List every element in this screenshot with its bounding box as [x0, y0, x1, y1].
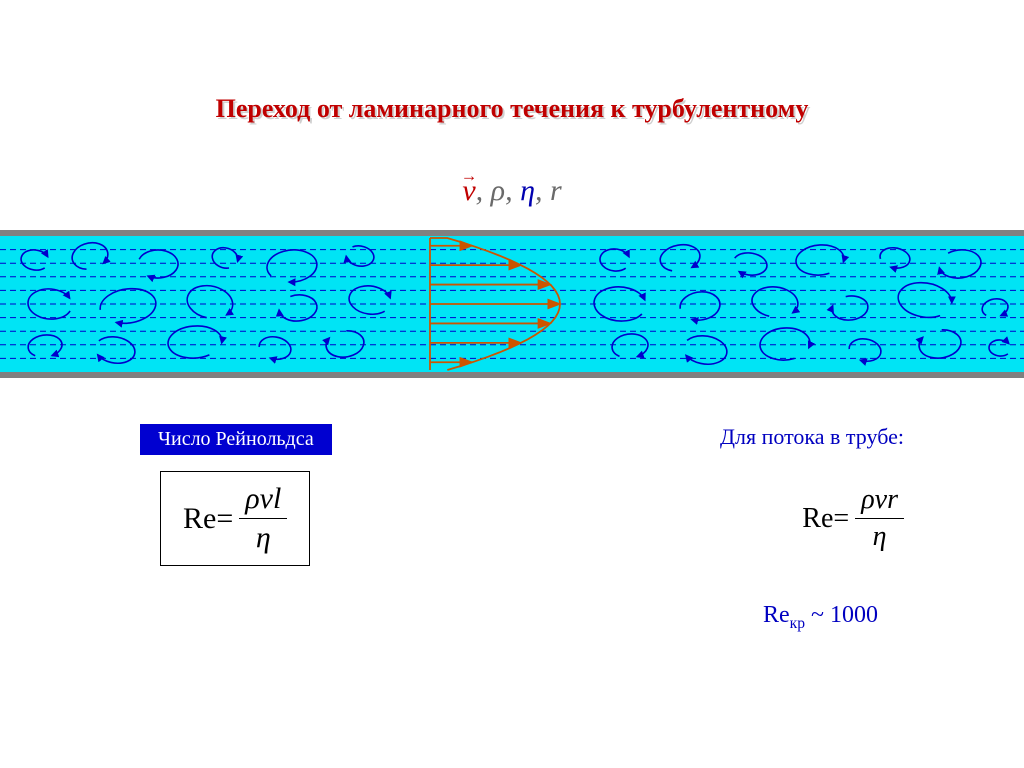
pipe-flow-label: Для потока в трубе: — [720, 424, 904, 455]
variable-list: v → , ρ, η, r — [0, 174, 1024, 208]
formula-fraction: ρvr η — [855, 484, 904, 553]
den-eta: η — [867, 519, 893, 553]
re-value: 1000 — [830, 602, 878, 628]
num-r: r — [887, 484, 898, 515]
formula-eq: = — [216, 502, 233, 536]
num-l: l — [273, 482, 281, 515]
re-sub: кр — [790, 615, 805, 632]
num-v: v — [875, 484, 887, 515]
num-rho: ρ — [245, 482, 259, 515]
re-tilde: ~ — [811, 602, 830, 628]
formula-lhs: Re — [183, 502, 216, 536]
slide-title: Переход от ламинарного течения к турбуле… — [0, 0, 1024, 124]
num-rho: ρ — [861, 484, 874, 515]
reynolds-number-label: Число Рейнольдса — [140, 424, 332, 455]
re-prefix: Re — [763, 602, 790, 628]
formula-fraction: ρvl η — [239, 482, 287, 555]
num-v: v — [260, 482, 273, 515]
formula-lhs: Re — [802, 503, 833, 535]
reynolds-critical: Reкр ~ 1000 — [0, 602, 1024, 633]
formula-eq: = — [833, 503, 849, 535]
flow-diagram — [0, 230, 1024, 378]
den-eta: η — [250, 519, 277, 555]
reynolds-formula-pipe: Re = ρvr η — [802, 484, 904, 553]
reynolds-formula-general: Re = ρvl η — [160, 471, 310, 566]
